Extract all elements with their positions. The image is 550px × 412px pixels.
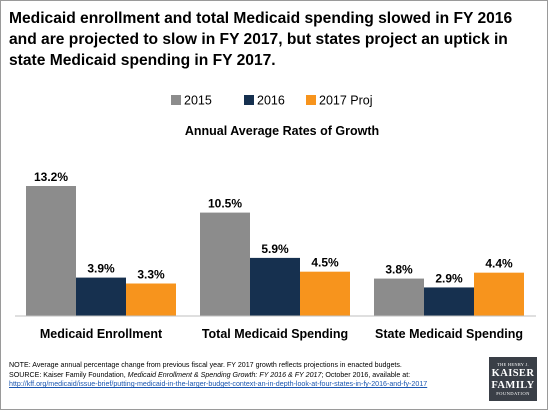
- kff-logo: THE HENRY J. KAISER FAMILY FOUNDATION: [489, 357, 537, 401]
- bar-total-medicaid-spending-2016: [250, 257, 300, 316]
- source-suffix: ; October 2016, available at:: [321, 370, 411, 379]
- bar-chart: 2015 2016 2017 Proj Annual Average Rates o…: [15, 94, 536, 341]
- logo-line4: FOUNDATION: [496, 391, 530, 396]
- legend-label-2016: 2016: [257, 94, 285, 108]
- legend-swatch-2016: [244, 95, 254, 105]
- legend: 2015 2016 2017 Proj: [171, 94, 373, 108]
- legend-label-2017-proj: 2017 Proj: [319, 94, 373, 108]
- category-label-medicaid-enrollment: Medicaid Enrollment: [40, 327, 163, 341]
- bars: [26, 186, 524, 316]
- legend-swatch-2015: [171, 95, 181, 105]
- category-label-state-medicaid-spending: State Medicaid Spending: [375, 327, 523, 341]
- bar-state-medicaid-spending-2016: [424, 287, 474, 316]
- value-label-state-medicaid-spending-2016: 2.9%: [435, 271, 463, 285]
- value-label-medicaid-enrollment-2015: 13.2%: [34, 170, 68, 184]
- category-labels: Medicaid Enrollment Total Medicaid Spendi…: [40, 327, 523, 341]
- page-title: Medicaid enrollment and total Medicaid s…: [9, 10, 513, 69]
- value-label-state-medicaid-spending-2017-proj: 4.4%: [485, 257, 513, 271]
- source-link[interactable]: http://kff.org/medicaid/issue-brief/putt…: [9, 380, 428, 389]
- bar-total-medicaid-spending-2017-proj: [300, 271, 350, 316]
- logo-line2: KAISER: [491, 368, 535, 379]
- value-label-medicaid-enrollment-2016: 3.9%: [87, 262, 115, 276]
- value-label-total-medicaid-spending-2016: 5.9%: [261, 242, 289, 256]
- category-label-total-medicaid-spending: Total Medicaid Spending: [202, 327, 348, 341]
- legend-swatch-2017-proj: [306, 95, 316, 105]
- logo-line3: FAMILY: [491, 380, 535, 391]
- bar-medicaid-enrollment-2015: [26, 186, 76, 316]
- bar-state-medicaid-spending-2015: [374, 278, 424, 316]
- value-labels: 13.2% 3.9% 3.3% 10.5% 5.9% 4.5% 3.8% 2.9% 4.4%: [34, 170, 513, 285]
- source-prefix: SOURCE: Kaiser Family Foundation,: [9, 370, 128, 379]
- bar-total-medicaid-spending-2015: [200, 212, 250, 316]
- footer-source: SOURCE: Kaiser Family Foundation, Medica…: [9, 371, 479, 381]
- legend-label-2015: 2015: [184, 94, 212, 108]
- bar-state-medicaid-spending-2017-proj: [474, 272, 524, 316]
- value-label-total-medicaid-spending-2017-proj: 4.5%: [311, 256, 339, 270]
- value-label-state-medicaid-spending-2015: 3.8%: [385, 263, 413, 277]
- value-label-total-medicaid-spending-2015: 10.5%: [208, 197, 242, 211]
- value-label-medicaid-enrollment-2017-proj: 3.3%: [137, 268, 165, 282]
- bar-medicaid-enrollment-2016: [76, 277, 126, 316]
- footer: NOTE: Average annual percentage change f…: [9, 361, 479, 390]
- logo-line1: THE HENRY J.: [497, 362, 529, 367]
- footer-note: NOTE: Average annual percentage change f…: [9, 361, 402, 369]
- bar-medicaid-enrollment-2017-proj: [126, 283, 176, 316]
- source-title: Medicaid Enrollment & Spending Growth: F…: [127, 370, 322, 379]
- chart-title: Annual Average Rates of Growth: [185, 124, 379, 138]
